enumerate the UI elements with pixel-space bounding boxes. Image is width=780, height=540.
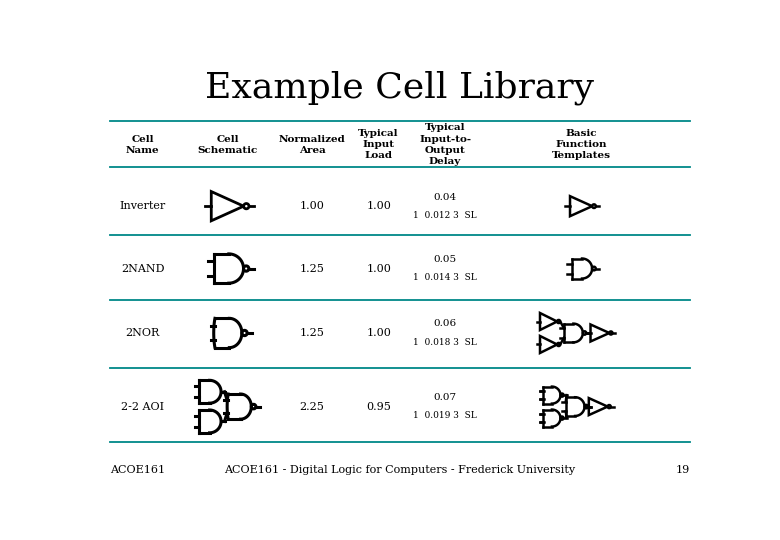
Text: 0.06: 0.06 (434, 319, 456, 328)
Text: 2NAND: 2NAND (121, 264, 165, 274)
Polygon shape (589, 398, 608, 415)
Text: Basic
Function
Templates: Basic Function Templates (551, 129, 611, 160)
Circle shape (583, 332, 587, 335)
Circle shape (608, 405, 611, 408)
Circle shape (251, 404, 256, 409)
Text: ACOE161: ACOE161 (109, 465, 165, 475)
Text: 0.04: 0.04 (434, 193, 456, 201)
Text: Cell
Schematic: Cell Schematic (197, 134, 257, 154)
Circle shape (592, 267, 596, 271)
Circle shape (243, 204, 249, 209)
Text: 0.07: 0.07 (434, 393, 456, 402)
Text: 2NOR: 2NOR (126, 328, 160, 338)
Text: 1.00: 1.00 (366, 264, 391, 274)
Circle shape (561, 394, 563, 397)
Text: 1  0.014 3  SL: 1 0.014 3 SL (413, 273, 477, 282)
Text: Typical
Input-to-
Output
Delay: Typical Input-to- Output Delay (419, 124, 471, 166)
Circle shape (557, 343, 560, 346)
Text: 1.00: 1.00 (300, 201, 324, 211)
Polygon shape (540, 336, 557, 353)
Text: 1.00: 1.00 (366, 328, 391, 338)
Text: 0.05: 0.05 (434, 255, 456, 264)
Circle shape (584, 405, 588, 408)
Circle shape (561, 416, 563, 420)
Text: ACOE161 - Digital Logic for Computers - Frederick University: ACOE161 - Digital Logic for Computers - … (224, 465, 576, 475)
Text: 2.25: 2.25 (300, 402, 324, 411)
Polygon shape (211, 192, 243, 221)
Text: 2-2 AOI: 2-2 AOI (121, 402, 165, 411)
Polygon shape (570, 196, 592, 216)
Text: 1.00: 1.00 (366, 201, 391, 211)
Circle shape (557, 320, 560, 323)
Text: 1  0.012 3  SL: 1 0.012 3 SL (413, 211, 477, 220)
Text: 1.25: 1.25 (300, 328, 324, 338)
Polygon shape (540, 313, 557, 330)
Text: 1  0.018 3  SL: 1 0.018 3 SL (413, 338, 477, 347)
Text: 0.95: 0.95 (366, 402, 391, 411)
Text: 1.25: 1.25 (300, 264, 324, 274)
Circle shape (243, 266, 249, 271)
Text: Typical
Input
Load: Typical Input Load (358, 129, 399, 160)
Text: Inverter: Inverter (119, 201, 166, 211)
Polygon shape (590, 325, 609, 341)
Text: Cell
Name: Cell Name (126, 134, 160, 154)
Text: Example Cell Library: Example Cell Library (205, 70, 594, 105)
Text: 19: 19 (675, 465, 690, 475)
Circle shape (592, 204, 596, 208)
Circle shape (242, 330, 247, 336)
Text: Normalized
Area: Normalized Area (278, 134, 346, 154)
Circle shape (609, 332, 612, 334)
Text: 1  0.019 3  SL: 1 0.019 3 SL (413, 411, 477, 420)
